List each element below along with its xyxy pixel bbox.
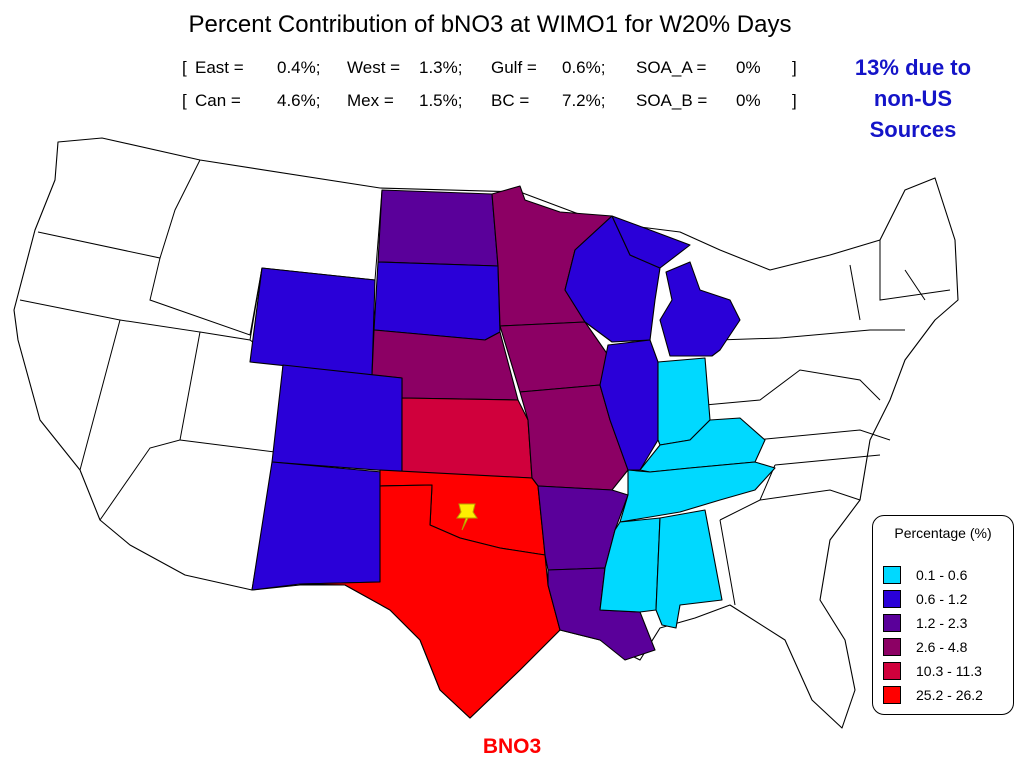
legend-swatch — [883, 638, 901, 656]
state-alabama — [655, 509, 723, 629]
stat-value-east: 0.4%; — [277, 58, 320, 77]
legend-swatch — [883, 614, 901, 632]
legend-label: 2.6 - 4.8 — [916, 639, 968, 655]
source-contribution-stats: [ East = 0.4%; West = 1.3%; Gulf = 0.6%;… — [182, 58, 797, 110]
legend-label: 1.2 - 2.3 — [916, 615, 968, 631]
stats-bracket-open: [ — [182, 58, 187, 77]
stat-label-can: Can = — [195, 91, 241, 110]
state-wyoming — [249, 267, 376, 376]
stat-value-can: 4.6%; — [277, 91, 320, 110]
state-new-mexico — [251, 461, 383, 591]
note-line-1: 13% due to — [854, 55, 972, 80]
map-title: Percent Contribution of bNO3 at WIMO1 fo… — [0, 10, 1024, 51]
stat-label-west: West = — [347, 58, 400, 77]
state-colorado — [271, 364, 403, 473]
legend-label: 10.3 - 11.3 — [916, 663, 982, 679]
note-line-2: non-US — [873, 86, 953, 111]
legend-box: Percentage (%) 0.1 - 0.6 0.6 - 1.2 1.2 -… — [872, 515, 1014, 715]
state-michigan — [611, 215, 741, 357]
stat-label-mex: Mex = — [347, 91, 394, 110]
legend-label: 0.1 - 0.6 — [916, 567, 968, 583]
stat-label-soa-a: SOA_A = — [636, 58, 706, 77]
stat-value-bc: 7.2%; — [562, 91, 605, 110]
state-kansas — [401, 397, 533, 479]
stat-value-soa-a: 0% — [736, 58, 761, 77]
state-south-dakota — [373, 261, 501, 341]
stats-row-2: [ Can = 4.6%; Mex = 1.5%; BC = 7.2%; SOA… — [182, 91, 797, 110]
map-title-svg: Percent Contribution of bNO3 at WIMO1 fo… — [189, 11, 792, 38]
stat-value-gulf: 0.6%; — [562, 58, 605, 77]
pollutant-caption: BNO3 — [482, 735, 542, 758]
stat-label-bc: BC = — [491, 91, 529, 110]
legend-swatch — [883, 662, 901, 680]
stats-bracket-close: ] — [792, 91, 797, 110]
state-tennessee — [619, 461, 776, 523]
legend-swatch — [883, 566, 901, 584]
stat-label-gulf: Gulf = — [491, 58, 537, 77]
legend-label: 25.2 - 26.2 — [916, 687, 983, 703]
pushpin-head — [456, 503, 478, 519]
stat-value-soa-b: 0% — [736, 91, 761, 110]
state-texas — [299, 484, 561, 719]
stat-value-west: 1.3%; — [419, 58, 462, 77]
state-fills — [249, 185, 776, 719]
legend-swatch — [883, 590, 901, 608]
stat-value-mex: 1.5%; — [419, 91, 462, 110]
stats-bracket-close: ] — [792, 58, 797, 77]
pushpin-needle — [461, 517, 469, 531]
non-us-sources-note: 13% due to non-US Sources — [832, 52, 994, 145]
pushpin-icon — [456, 503, 478, 531]
legend-title: Percentage (%) — [894, 525, 992, 541]
state-north-dakota — [377, 189, 499, 267]
note-line-3: Sources — [869, 117, 957, 142]
map-title-text: Percent Contribution of bNO3 at WIMO1 fo… — [189, 11, 792, 38]
stats-bracket-open: [ — [182, 91, 187, 110]
legend-label: 0.6 - 1.2 — [916, 591, 968, 607]
stat-label-east: East = — [195, 58, 244, 77]
stat-label-soa-b: SOA_B = — [636, 91, 707, 110]
stats-row-1: [ East = 0.4%; West = 1.3%; Gulf = 0.6%;… — [182, 58, 797, 77]
legend-swatch — [883, 686, 901, 704]
